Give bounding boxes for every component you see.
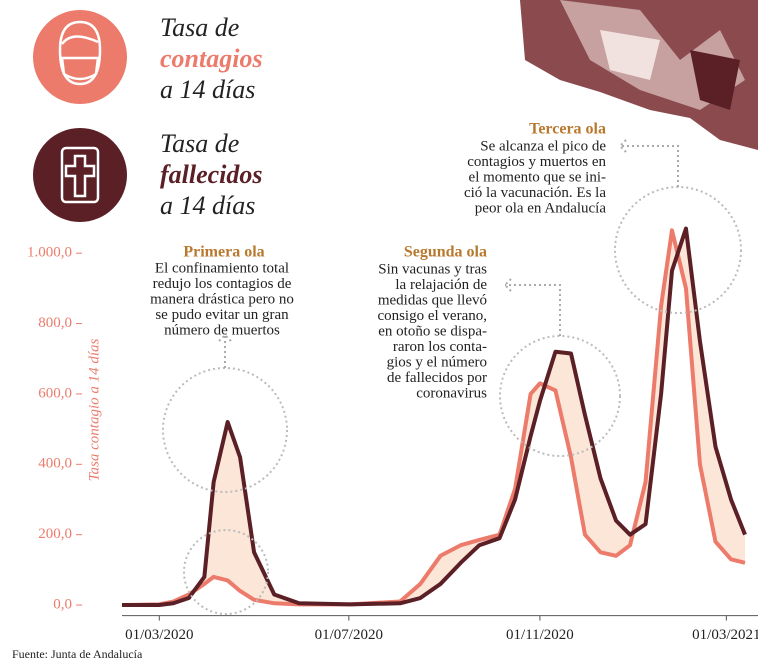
annotation-text: contagios y muertos en	[467, 154, 606, 170]
y-tick-label: 200,0	[38, 526, 72, 542]
annotation-text: consigo el verano,	[377, 308, 487, 324]
arrow	[219, 335, 231, 368]
y-tick-label: 600,0	[38, 385, 72, 401]
annotation-text: el momento que se ini-	[469, 169, 606, 185]
chart: Tasa de contagios a 14 días Tasa de fall…	[0, 0, 758, 664]
x-tick-label: 01/03/2020	[125, 627, 193, 643]
legend-text: Tasa de	[160, 129, 239, 158]
annotation-title: Segunda ola	[404, 244, 487, 261]
annotation-text: se pudo evitar un gran	[155, 307, 289, 323]
y-axis-label: Tasa contagio a 14 días	[86, 338, 102, 481]
annotation-text: redujo los contagios de	[153, 276, 292, 292]
source: Fuente: Junta de Andalucía	[12, 647, 143, 661]
annotation-text: ció la vacunación. Es la	[464, 185, 606, 201]
annotation-text: manera drástica pero no	[150, 291, 294, 307]
annotation-text: El confinamiento total	[155, 260, 289, 276]
annotation-text: de fallecidos por	[387, 370, 487, 386]
annotation-text: medidas que llevó	[378, 292, 487, 308]
x-tick-label: 01/11/2020	[506, 627, 574, 643]
y-tick-label: 1.000,0	[27, 245, 72, 261]
annotation-text: coronavirus	[416, 385, 487, 401]
legend-series: fallecidos	[160, 160, 263, 189]
annotation-text: raron los conta-	[393, 339, 487, 355]
annotation-text: en otoño se dispa-	[378, 323, 487, 339]
legend: Tasa de contagios a 14 días Tasa de fall…	[33, 10, 263, 222]
annotation-text: la relajación de	[395, 277, 487, 293]
legend-text: a 14 días	[160, 75, 255, 104]
y-tick-label: 0,0	[53, 596, 72, 612]
annotation-text: número de muertos	[164, 322, 280, 338]
legend-text: a 14 días	[160, 191, 255, 220]
arrow	[505, 279, 560, 336]
x-tick-label: 01/03/2021	[692, 627, 758, 643]
y-tick-label: 400,0	[38, 456, 72, 472]
annotation-text: peor ola en Andalucía	[475, 200, 607, 216]
annotation-text: gios y el número	[387, 354, 487, 370]
annotation-title: Tercera ola	[529, 121, 606, 138]
y-tick-label: 800,0	[38, 315, 72, 331]
legend-text: Tasa de	[160, 13, 239, 42]
arrow	[620, 140, 678, 187]
annotation-text: Se alcanza el pico de	[480, 138, 606, 154]
plot: 01/03/2020 01/07/2020 01/11/2020 01/03/2021…	[27, 229, 758, 643]
annotation-text: Sin vacunas y tras	[378, 261, 487, 277]
legend-icon	[33, 128, 127, 222]
x-tick-label: 01/07/2020	[315, 627, 383, 643]
legend-series: contagios	[160, 44, 263, 73]
annotation-title: Primera ola	[183, 244, 264, 261]
